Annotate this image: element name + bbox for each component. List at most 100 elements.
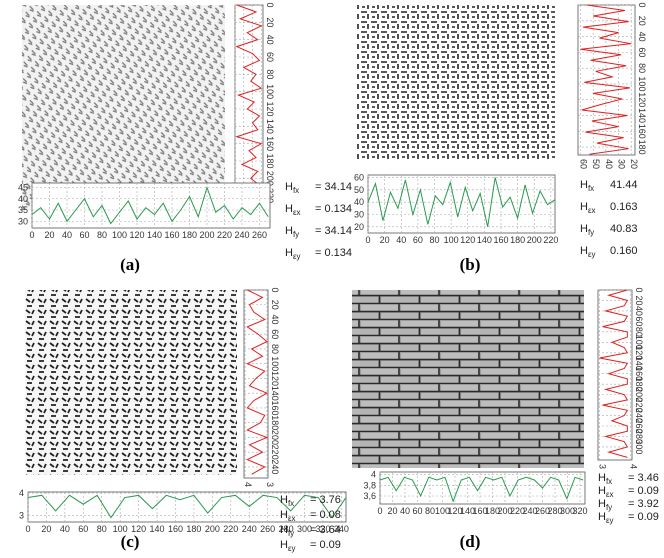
y-tick-label: 100 [265, 84, 275, 99]
texture-image [22, 5, 225, 210]
y-tick-label: 0 [634, 287, 644, 292]
stat-row: Hεy = 0.09 [280, 539, 341, 553]
x-tick-label: 140 [150, 524, 165, 534]
stat-row: Hfx = 34.14 [285, 181, 352, 195]
stat-value: = 3.46 [628, 472, 659, 484]
stat-symbol: H [580, 245, 588, 257]
x-tick-label: 320 [315, 524, 330, 534]
x-tick-label: 240 [242, 524, 257, 534]
x-tick-label: 180 [510, 235, 525, 245]
y-tick-label: 120 [270, 371, 280, 386]
x-tick-label: 140 [460, 506, 475, 516]
y-tick-label: 140 [634, 356, 644, 371]
data-line [27, 494, 347, 519]
stat-row: Hfy = 34.14 [285, 225, 352, 239]
y-tick-label: 140 [265, 119, 275, 134]
y-tick-label: 80 [265, 69, 275, 79]
stat-row: Hfy 40.83 [580, 223, 638, 237]
x-tick-label: 20 [41, 524, 51, 534]
panel-label: (a) [120, 255, 140, 274]
x-tick-label: 280 [547, 506, 562, 516]
y-tick-label: 220 [270, 445, 280, 460]
stat-subscript: εy [288, 544, 296, 553]
plot-frame [27, 491, 347, 523]
x-tick-label: 60 [413, 235, 423, 245]
x-tick-label: 160 [472, 506, 487, 516]
plot-frame [243, 289, 269, 479]
data-line [580, 4, 632, 155]
data-line [367, 177, 556, 227]
x-tick-label: 40 [62, 230, 72, 240]
y-tick-label: 160 [270, 400, 280, 415]
x-tick-label: 100 [435, 506, 450, 516]
y-tick-label: 30 [18, 216, 28, 226]
y-tick-label: 120 [637, 92, 647, 107]
stat-value: = 0.09 [628, 511, 659, 523]
stat-value: = 34.14 [315, 181, 352, 193]
plot-frame [577, 4, 636, 156]
x-tick-label: 320 [572, 506, 587, 516]
y-tick-label: 160 [637, 124, 647, 139]
x-tick-label: 50 [591, 159, 601, 169]
x-tick-label: 200 [205, 524, 220, 534]
stat-subscript: εx [606, 490, 614, 499]
x-tick-label: 20 [44, 230, 54, 240]
x-tick-label: 160 [168, 524, 183, 534]
stat-value: 41.44 [610, 179, 638, 191]
y-tick-label: 40 [18, 194, 28, 204]
data-line [246, 289, 269, 475]
x-tick-label: 120 [131, 524, 146, 534]
y-tick-label: 30 [354, 209, 364, 219]
x-tick-label: 60 [79, 230, 89, 240]
stat-subscript: εx [293, 208, 301, 217]
y-tick-label: 0 [270, 287, 280, 292]
charts: 0204060801001201401601802002204540353002… [18, 2, 659, 553]
x-tick-label: 40 [604, 159, 614, 169]
y-tick-label: 200 [265, 171, 275, 186]
stat-subscript: fy [288, 529, 294, 538]
stat-row: Hεy = 0.134 [285, 247, 352, 261]
y-tick-label: 260 [634, 418, 644, 433]
y-tick-label: 40 [634, 306, 644, 316]
data-line [599, 289, 629, 458]
y-tick-label: 200 [634, 387, 644, 402]
stat-symbol: H [285, 203, 293, 215]
x-tick-label: 0 [29, 230, 34, 240]
y-tick-label: 60 [637, 47, 647, 57]
x-tick-label: 180 [182, 230, 197, 240]
stat-subscript: fx [293, 186, 299, 195]
y-tick-label: 20 [637, 16, 647, 26]
stat-symbol: H [285, 181, 293, 193]
stat-symbol: H [280, 494, 288, 506]
x-tick-label: 4 [628, 464, 638, 469]
stat-row: Hfx 41.44 [580, 179, 638, 193]
stat-value: = 3.64 [310, 524, 341, 536]
stat-symbol: H [598, 498, 606, 510]
x-tick-label: 60 [412, 506, 422, 516]
x-tick-label: 60 [579, 159, 589, 169]
stat-symbol: H [580, 201, 588, 213]
stat-symbol: H [280, 524, 288, 536]
x-tick-label: 200 [199, 230, 214, 240]
y-tick-label: 200 [270, 430, 280, 445]
y-tick-label: 120 [634, 345, 644, 360]
y-tick-label: 100 [637, 76, 647, 91]
y-tick-label: 80 [637, 63, 647, 73]
y-tick-label: 3,8 [363, 480, 376, 490]
x-tick-label: 340 [334, 524, 349, 534]
x-tick-label: 0 [377, 506, 382, 516]
stat-row: Hfx = 3.76 [280, 494, 341, 508]
y-tick-label: 220 [634, 398, 644, 413]
y-tick-label: 4 [19, 488, 24, 498]
y-tick-label: 45 [18, 183, 28, 193]
stat-value: = 0.08 [310, 509, 341, 521]
texture-image [357, 5, 555, 160]
x-tick-label: 260 [535, 506, 550, 516]
stat-symbol: H [580, 223, 588, 235]
stat-row: Hfx = 3.46 [598, 472, 659, 486]
panel-label: (b) [460, 255, 481, 274]
stat-value: = 0.09 [310, 539, 341, 551]
stat-value: 40.83 [610, 223, 638, 235]
y-tick-label: 60 [354, 172, 364, 182]
